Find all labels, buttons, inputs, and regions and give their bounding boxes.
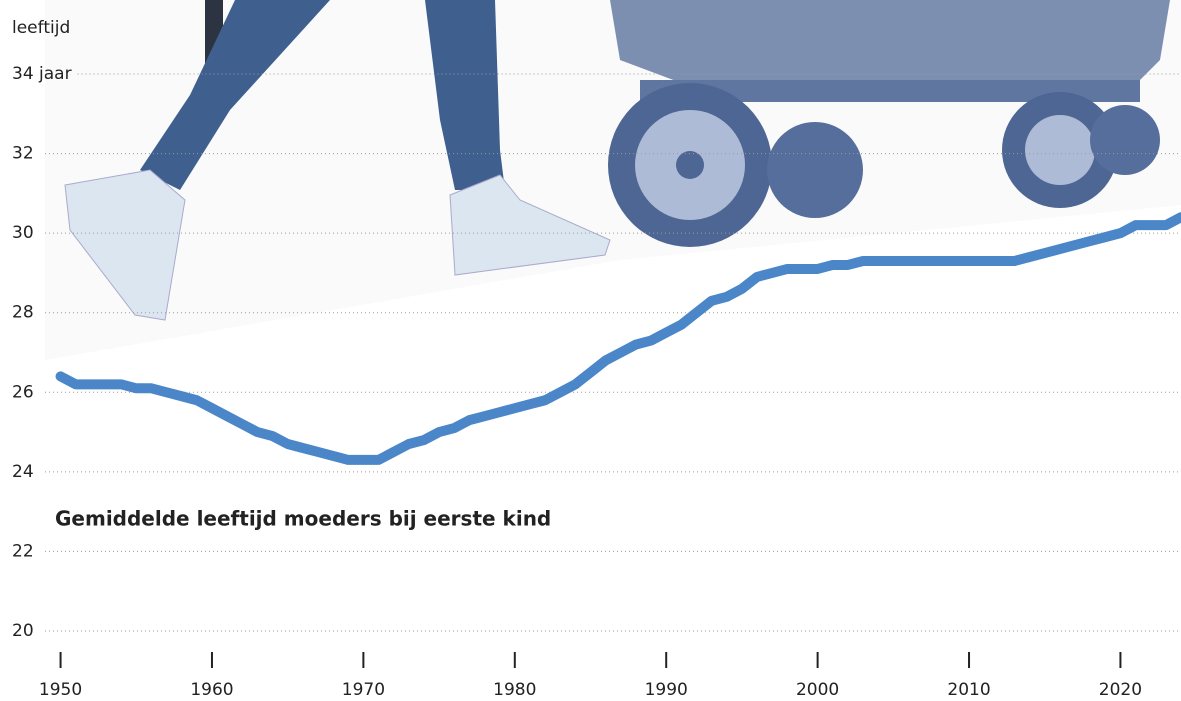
y-tick-label: 22 [12, 541, 34, 561]
y-tick-label: 26 [12, 382, 34, 402]
x-tick-label: 1990 [645, 680, 688, 700]
y-tick-label: 34 jaar [12, 64, 72, 84]
x-tick-label: 1980 [493, 680, 536, 700]
x-tick-label: 2020 [1099, 680, 1142, 700]
x-tick-label: 2000 [796, 680, 839, 700]
photo-decoration [45, 0, 1181, 360]
y-tick-label: 24 [12, 462, 34, 482]
x-tick-label: 1970 [342, 680, 385, 700]
data-line [55, 212, 1181, 465]
x-tick-label: 2010 [947, 680, 990, 700]
y-axis-label: leeftijd [12, 18, 70, 38]
y-tick-label: 20 [12, 621, 34, 641]
x-tick-label: 1960 [190, 680, 233, 700]
y-tick-label: 32 [12, 144, 34, 164]
y-tick-label: 30 [12, 223, 34, 243]
y-tick-label: 28 [12, 303, 34, 323]
x-tick-label: 1950 [39, 680, 82, 700]
chart-title: Gemiddelde leeftijd moeders bij eerste k… [55, 507, 551, 531]
